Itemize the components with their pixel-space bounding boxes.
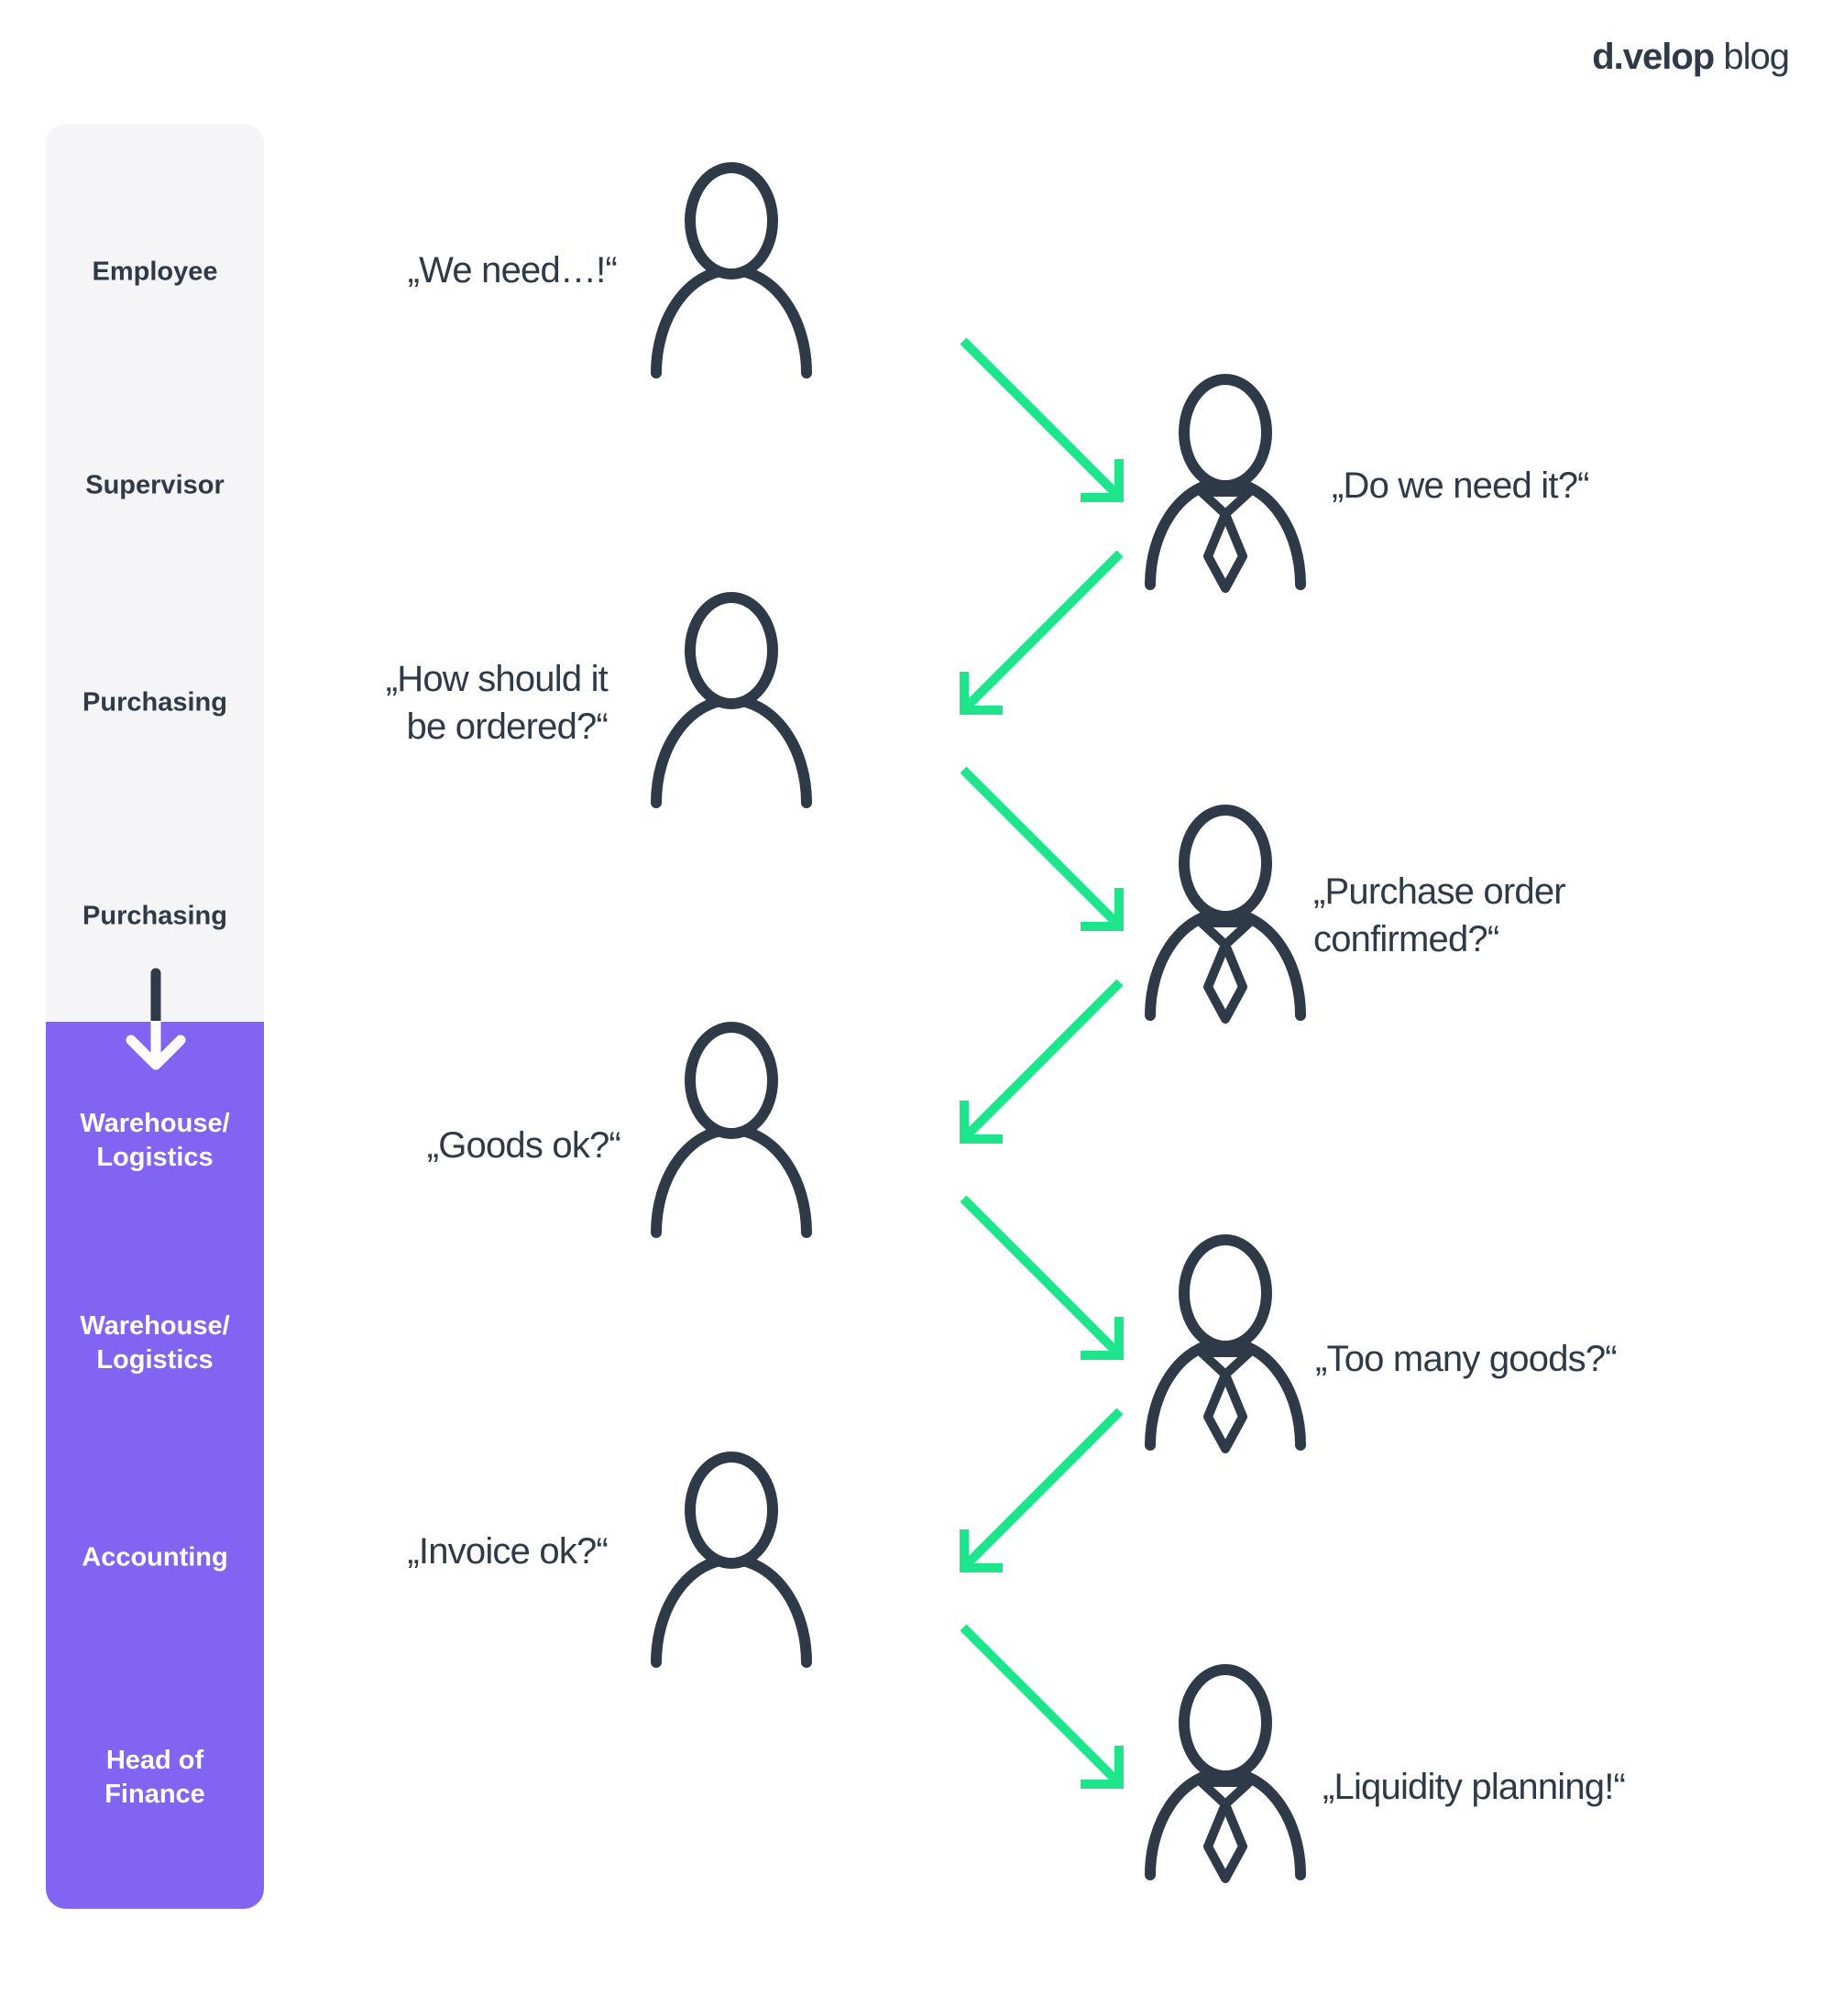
flow-arrow-down-left-3 xyxy=(960,1408,1124,1572)
head-of-finance-person-tie-icon xyxy=(1143,1664,1308,1884)
quote-do-we-need-it: „Do we need it?“ xyxy=(1332,466,1589,506)
flow-arrow-down-left-1 xyxy=(960,550,1124,715)
flow-arrow-down-right-2 xyxy=(960,766,1124,931)
quote-how-ordered: „How should it be ordered?“ xyxy=(385,659,609,747)
sidebar-label-employee: Employee xyxy=(92,257,218,287)
sidebar-label-accounting: Accounting xyxy=(82,1542,228,1572)
logo-wordmark-bold: d.velop xyxy=(1592,37,1715,77)
sidebar-label-supervisor: Supervisor xyxy=(85,470,225,500)
quote-invoice-ok: „Invoice ok?“ xyxy=(407,1531,608,1572)
sidebar-label-warehouse-2: Warehouse/ Logistics xyxy=(80,1311,230,1375)
quote-order-confirmed: „Purchase order confirmed?“ xyxy=(1313,871,1566,959)
quote-we-need: „We need…!“ xyxy=(407,250,618,290)
quote-goods-ok: „Goods ok?“ xyxy=(426,1125,621,1166)
sidebar-label-warehouse-1: Warehouse/ Logistics xyxy=(80,1109,230,1172)
sidebar-label-head-of-finance: Head of Finance xyxy=(104,1746,205,1809)
warehouse-person-icon xyxy=(649,1022,814,1242)
employee-person-icon xyxy=(649,162,814,382)
purchasing-confirm-person-tie-icon xyxy=(1143,805,1308,1024)
flow-arrow-down-left-2 xyxy=(960,979,1124,1144)
supervisor-person-tie-icon xyxy=(1143,374,1308,594)
flow-arrow-down-right-4 xyxy=(960,1624,1124,1789)
purchasing-person-icon xyxy=(649,592,814,812)
flow-arrow-down-right-3 xyxy=(960,1195,1124,1360)
sidebar-label-purchasing-1: Purchasing xyxy=(82,687,227,718)
flow-arrow-down-right-1 xyxy=(960,337,1124,502)
warehouse-check-person-tie-icon xyxy=(1143,1234,1308,1454)
quote-liquidity-planning: „Liquidity planning!“ xyxy=(1323,1767,1626,1807)
quote-too-many-goods: „Too many goods?“ xyxy=(1315,1339,1618,1379)
role-sidebar: Employee Supervisor Purchasing Purchasin… xyxy=(46,124,264,1909)
sidebar-label-purchasing-2: Purchasing xyxy=(82,901,227,931)
sidebar-lower-section xyxy=(46,1022,264,1909)
sidebar-upper-section xyxy=(46,124,264,1022)
accounting-person-icon xyxy=(649,1452,814,1671)
logo-wordmark-light: blog xyxy=(1723,37,1790,77)
dvelop-blog-logo: d.velop blog xyxy=(1592,37,1790,78)
